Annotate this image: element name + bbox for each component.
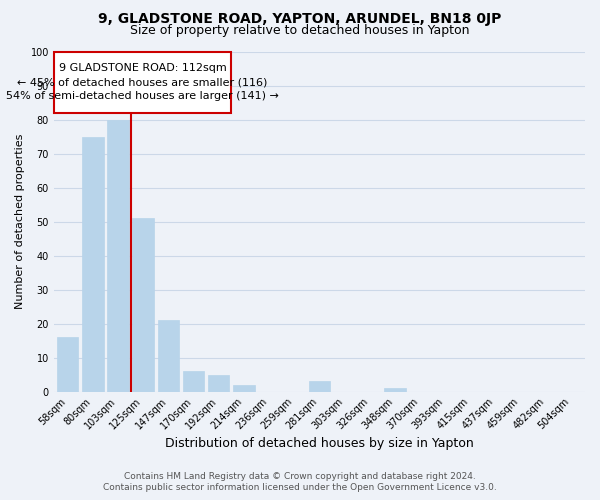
Text: Size of property relative to detached houses in Yapton: Size of property relative to detached ho… <box>130 24 470 37</box>
Bar <box>158 320 179 392</box>
Text: Contains HM Land Registry data © Crown copyright and database right 2024.: Contains HM Land Registry data © Crown c… <box>124 472 476 481</box>
Bar <box>308 382 330 392</box>
Bar <box>183 372 204 392</box>
Bar <box>107 120 128 392</box>
Bar <box>384 388 406 392</box>
Text: 9 GLADSTONE ROAD: 112sqm
← 45% of detached houses are smaller (116)
54% of semi-: 9 GLADSTONE ROAD: 112sqm ← 45% of detach… <box>6 63 279 101</box>
Text: 9, GLADSTONE ROAD, YAPTON, ARUNDEL, BN18 0JP: 9, GLADSTONE ROAD, YAPTON, ARUNDEL, BN18… <box>98 12 502 26</box>
Bar <box>208 374 229 392</box>
Text: Contains public sector information licensed under the Open Government Licence v3: Contains public sector information licen… <box>103 484 497 492</box>
Bar <box>133 218 154 392</box>
Bar <box>233 385 254 392</box>
Bar <box>57 337 79 392</box>
Bar <box>82 136 104 392</box>
X-axis label: Distribution of detached houses by size in Yapton: Distribution of detached houses by size … <box>165 437 474 450</box>
Y-axis label: Number of detached properties: Number of detached properties <box>15 134 25 310</box>
